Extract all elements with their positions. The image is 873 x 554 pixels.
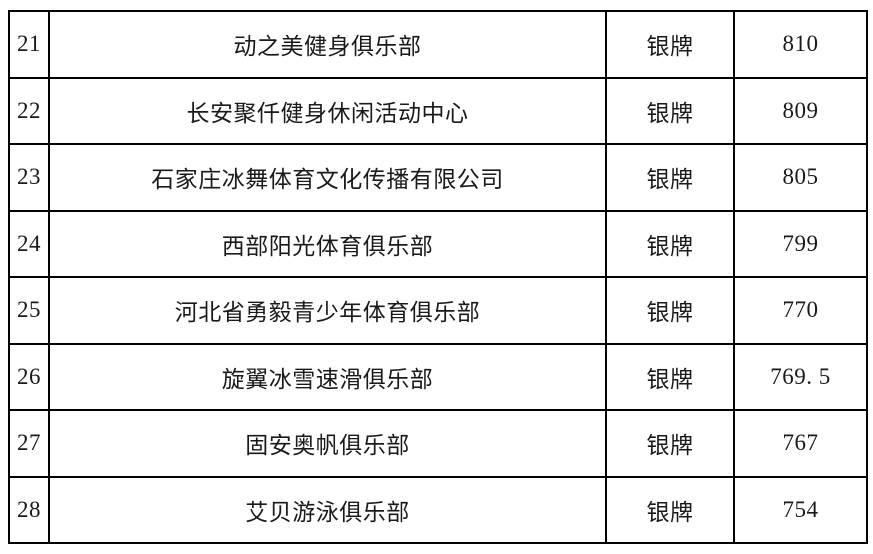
score-cell: 810 [733, 10, 868, 79]
rank-cell: 21 [8, 10, 50, 79]
club-name-cell: 长安聚仟健身休闲活动中心 [48, 76, 607, 145]
score-cell: 809 [733, 76, 868, 145]
medal-cell: 银牌 [605, 209, 735, 278]
table-row: 21 动之美健身俱乐部 银牌 810 [8, 10, 868, 79]
score-cell: 754 [733, 475, 868, 544]
table-row: 27 固安奥帆俱乐部 银牌 767 [8, 409, 868, 478]
medal-cell: 银牌 [605, 342, 735, 411]
table-row: 23 石家庄冰舞体育文化传播有限公司 银牌 805 [8, 143, 868, 212]
club-ranking-table: 21 动之美健身俱乐部 银牌 810 22 长安聚仟健身休闲活动中心 银牌 80… [8, 10, 868, 544]
rank-cell: 23 [8, 143, 50, 212]
rank-cell: 22 [8, 76, 50, 145]
medal-cell: 银牌 [605, 475, 735, 544]
medal-cell: 银牌 [605, 143, 735, 212]
medal-cell: 银牌 [605, 10, 735, 79]
club-name-cell: 艾贝游泳俱乐部 [48, 475, 607, 544]
medal-cell: 银牌 [605, 76, 735, 145]
club-name-cell: 动之美健身俱乐部 [48, 10, 607, 79]
club-name-cell: 旋翼冰雪速滑俱乐部 [48, 342, 607, 411]
table-row: 25 河北省勇毅青少年体育俱乐部 银牌 770 [8, 276, 868, 345]
rank-cell: 28 [8, 475, 50, 544]
club-name-cell: 河北省勇毅青少年体育俱乐部 [48, 276, 607, 345]
table-row: 26 旋翼冰雪速滑俱乐部 银牌 769. 5 [8, 342, 868, 411]
score-cell: 805 [733, 143, 868, 212]
club-name-cell: 石家庄冰舞体育文化传播有限公司 [48, 143, 607, 212]
score-cell: 799 [733, 209, 868, 278]
score-cell: 770 [733, 276, 868, 345]
table-row: 22 长安聚仟健身休闲活动中心 银牌 809 [8, 76, 868, 145]
table-row: 28 艾贝游泳俱乐部 银牌 754 [8, 475, 868, 544]
table-row: 24 西部阳光体育俱乐部 银牌 799 [8, 209, 868, 278]
medal-cell: 银牌 [605, 276, 735, 345]
rank-cell: 27 [8, 409, 50, 478]
rank-cell: 26 [8, 342, 50, 411]
club-name-cell: 西部阳光体育俱乐部 [48, 209, 607, 278]
score-cell: 767 [733, 409, 868, 478]
score-cell: 769. 5 [733, 342, 868, 411]
medal-cell: 银牌 [605, 409, 735, 478]
rank-cell: 24 [8, 209, 50, 278]
rank-cell: 25 [8, 276, 50, 345]
club-name-cell: 固安奥帆俱乐部 [48, 409, 607, 478]
